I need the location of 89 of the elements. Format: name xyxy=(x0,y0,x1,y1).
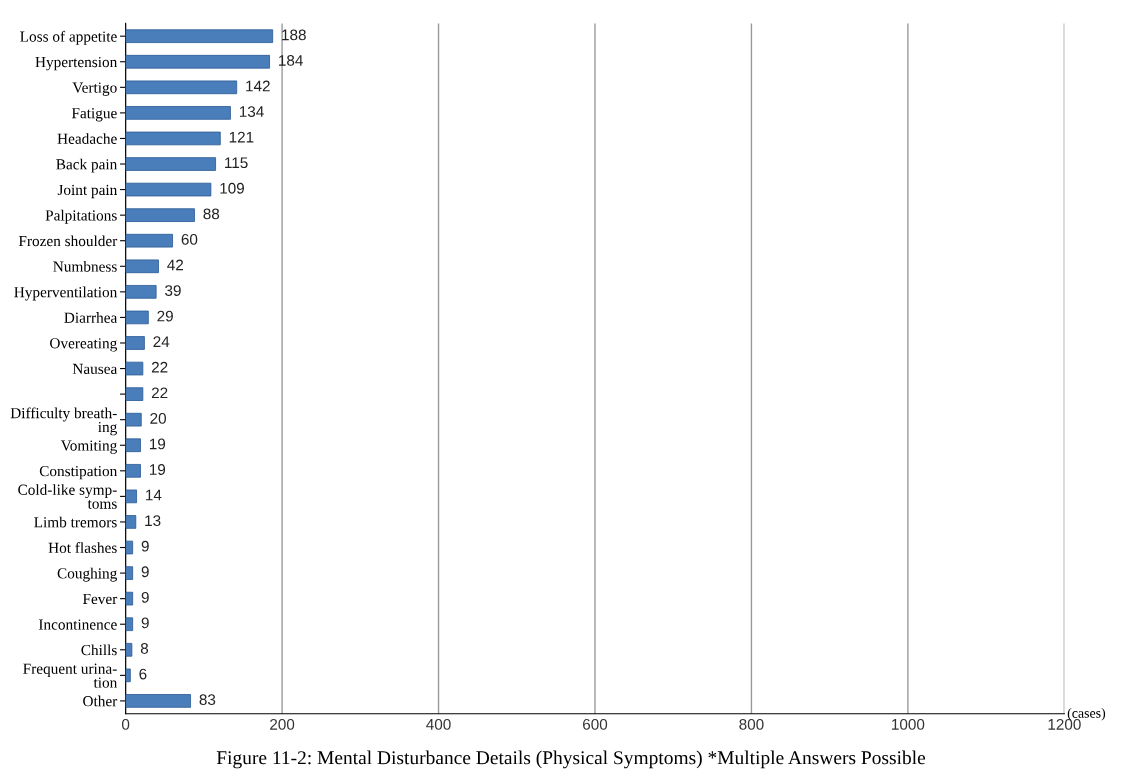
bar xyxy=(125,566,134,580)
data-label: 6 xyxy=(139,668,147,680)
x-tick-label: 200 xyxy=(270,718,295,730)
bar xyxy=(125,464,141,478)
data-label: 60 xyxy=(181,234,198,245)
data-label: 29 xyxy=(157,310,173,322)
data-label: 9 xyxy=(141,540,149,552)
y-tick-label: Other xyxy=(83,695,118,707)
bar xyxy=(125,412,142,427)
data-label: 19 xyxy=(149,438,166,450)
y-tick-label: Numbness xyxy=(53,260,117,272)
bar xyxy=(125,361,144,376)
data-label: 14 xyxy=(146,489,162,501)
bar xyxy=(125,259,159,274)
data-label: 8 xyxy=(140,643,149,654)
data-label: 9 xyxy=(141,566,149,578)
y-tick-label: Frozen shoulder xyxy=(18,235,118,247)
data-label: 22 xyxy=(151,361,168,373)
bar xyxy=(125,131,221,146)
y-tick-label: Palpitations xyxy=(45,209,117,224)
bar xyxy=(125,438,141,453)
y-tick-label: Overeating xyxy=(50,338,117,352)
data-label: 134 xyxy=(239,106,264,117)
y-tick-label: Headache xyxy=(57,133,117,144)
bar xyxy=(125,591,134,606)
y-tick-label: Coughing xyxy=(57,567,117,582)
bar xyxy=(125,80,238,95)
data-label: 142 xyxy=(246,80,270,92)
data-label: 42 xyxy=(167,259,184,271)
y-tick-label: Chills xyxy=(81,644,117,656)
y-tick-label: Hyperventilation xyxy=(14,286,118,301)
y-tick-label: Cold-like symp- toms xyxy=(18,484,117,509)
y-tick-label: Vertigo xyxy=(72,82,117,96)
bar xyxy=(125,106,231,120)
bar xyxy=(125,157,216,171)
y-tick-label: Incontinence xyxy=(38,619,117,630)
data-label: 9 xyxy=(141,591,149,603)
bar xyxy=(125,668,131,683)
x-tick-label: 1000 xyxy=(892,718,925,730)
x-tick-label: 600 xyxy=(583,718,608,730)
bar xyxy=(125,29,274,43)
x-axis-title: (cases) xyxy=(1067,708,1106,721)
data-label: 109 xyxy=(220,182,244,194)
bar xyxy=(125,182,212,197)
bar xyxy=(125,233,173,248)
y-tick-label: Vomiting xyxy=(60,440,117,454)
bar xyxy=(125,515,137,529)
y-tick-label: Back pain xyxy=(56,158,118,173)
y-tick-label: Fever xyxy=(82,593,118,605)
data-label: 115 xyxy=(225,157,248,169)
y-tick-label: Diarrhea xyxy=(64,312,118,323)
bar xyxy=(125,694,191,708)
x-tick-label: 400 xyxy=(426,718,451,730)
data-label: 188 xyxy=(282,29,306,41)
bar xyxy=(125,642,133,657)
text: Figure 11-2: Mental Disturbance Details (Physical Symptoms) *Multiple Answers Possible xyxy=(216,750,926,769)
data-label: 20 xyxy=(150,412,166,424)
y-tick-label: Hot flashes xyxy=(48,542,117,553)
x-tick-label: 0 xyxy=(121,718,130,730)
y-tick-label: Difficulty breath- ing xyxy=(10,407,117,436)
data-label: 121 xyxy=(229,131,254,143)
bar xyxy=(125,336,145,350)
data-label: 13 xyxy=(145,515,161,527)
y-tick-label: Constipation xyxy=(39,466,118,480)
y-tick-label: Nausea xyxy=(72,363,118,374)
bar xyxy=(125,540,134,555)
data-label: 9 xyxy=(141,617,149,629)
y-tick-label: Hypertension xyxy=(35,56,118,71)
data-label: 19 xyxy=(149,464,166,475)
bar xyxy=(125,208,195,222)
x-tick-label: 1200 xyxy=(1048,718,1081,730)
y-tick-label: Loss of appetite xyxy=(20,30,117,45)
y-tick-label: Fatigue xyxy=(71,108,117,122)
y-tick-label: Limb tremors xyxy=(34,516,117,528)
bar xyxy=(125,310,149,325)
bar xyxy=(125,285,157,299)
data-label: 24 xyxy=(153,336,170,347)
bar xyxy=(125,489,137,504)
data-label: 83 xyxy=(199,694,216,706)
data-label: 39 xyxy=(165,285,181,296)
y-tick-label: Joint pain xyxy=(57,184,118,199)
y-tick-label: Frequent urina- tion xyxy=(23,663,118,688)
bar xyxy=(125,54,270,69)
bar xyxy=(125,617,134,632)
x-tick-label: 800 xyxy=(739,718,764,730)
bar xyxy=(125,387,144,401)
data-label: 184 xyxy=(279,55,303,66)
data-label: 88 xyxy=(203,208,220,220)
data-label: 22 xyxy=(151,387,168,399)
